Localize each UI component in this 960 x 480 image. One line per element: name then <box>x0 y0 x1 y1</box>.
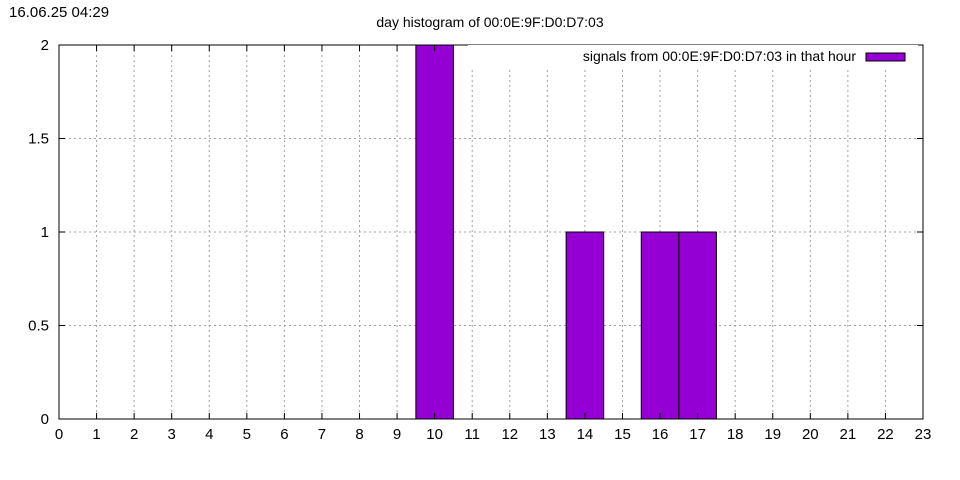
x-tick-label: 8 <box>355 426 363 443</box>
y-tick-label: 1 <box>41 224 49 241</box>
x-tick-label: 11 <box>464 426 480 443</box>
y-tick-label: 0 <box>41 411 49 428</box>
legend-label: signals from 00:0E:9F:D0:D7:03 in that h… <box>583 48 856 64</box>
x-tick-label: 3 <box>168 426 176 443</box>
x-tick-label: 20 <box>802 426 819 443</box>
x-tick-label: 15 <box>614 426 631 443</box>
legend-background <box>468 45 918 67</box>
y-tick-label: 2 <box>41 37 49 54</box>
grid <box>59 45 923 419</box>
x-tick-label: 4 <box>205 426 213 443</box>
x-tick-label: 22 <box>877 426 894 443</box>
bar-hour-14 <box>565 231 605 420</box>
chart-title: day histogram of 00:0E:9F:D0:D7:03 <box>376 14 603 30</box>
y-tick-label: 1.5 <box>28 131 49 148</box>
y-tick-labels: 0 0.5 1 1.5 2 <box>28 37 49 428</box>
x-tick-label: 18 <box>727 426 744 443</box>
bar-hour-17 <box>678 231 717 420</box>
x-tick-label: 1 <box>92 426 100 443</box>
x-tick-label: 7 <box>318 426 326 443</box>
x-tick-label: 6 <box>280 426 288 443</box>
x-tick-label: 5 <box>243 426 251 443</box>
y-tick-label: 0.5 <box>28 318 49 335</box>
legend-swatch <box>865 52 906 62</box>
timestamp: 16.06.25 04:29 <box>9 4 110 21</box>
x-tick-label: 17 <box>689 426 706 443</box>
x-tick-label: 23 <box>915 426 932 443</box>
x-tick-label: 13 <box>539 426 556 443</box>
x-tick-label: 2 <box>130 426 138 443</box>
x-tick-label: 10 <box>426 426 443 443</box>
x-tick-label: 21 <box>840 426 857 443</box>
x-tick-label: 14 <box>577 426 594 443</box>
bar-hour-16 <box>640 231 680 420</box>
x-tick-label: 19 <box>764 426 781 443</box>
x-tick-label: 16 <box>652 426 669 443</box>
x-tick-labels: 0 1 2 3 4 5 6 7 8 9 10 11 12 13 14 15 16 17 18 19 20 21 22 23 <box>55 426 932 443</box>
bars <box>415 44 717 420</box>
x-tick-label: 0 <box>55 426 63 443</box>
x-tick-label: 9 <box>393 426 401 443</box>
legend: signals from 00:0E:9F:D0:D7:03 in that h… <box>468 45 918 67</box>
x-tick-label: 12 <box>501 426 518 443</box>
bar-hour-10 <box>415 44 454 420</box>
